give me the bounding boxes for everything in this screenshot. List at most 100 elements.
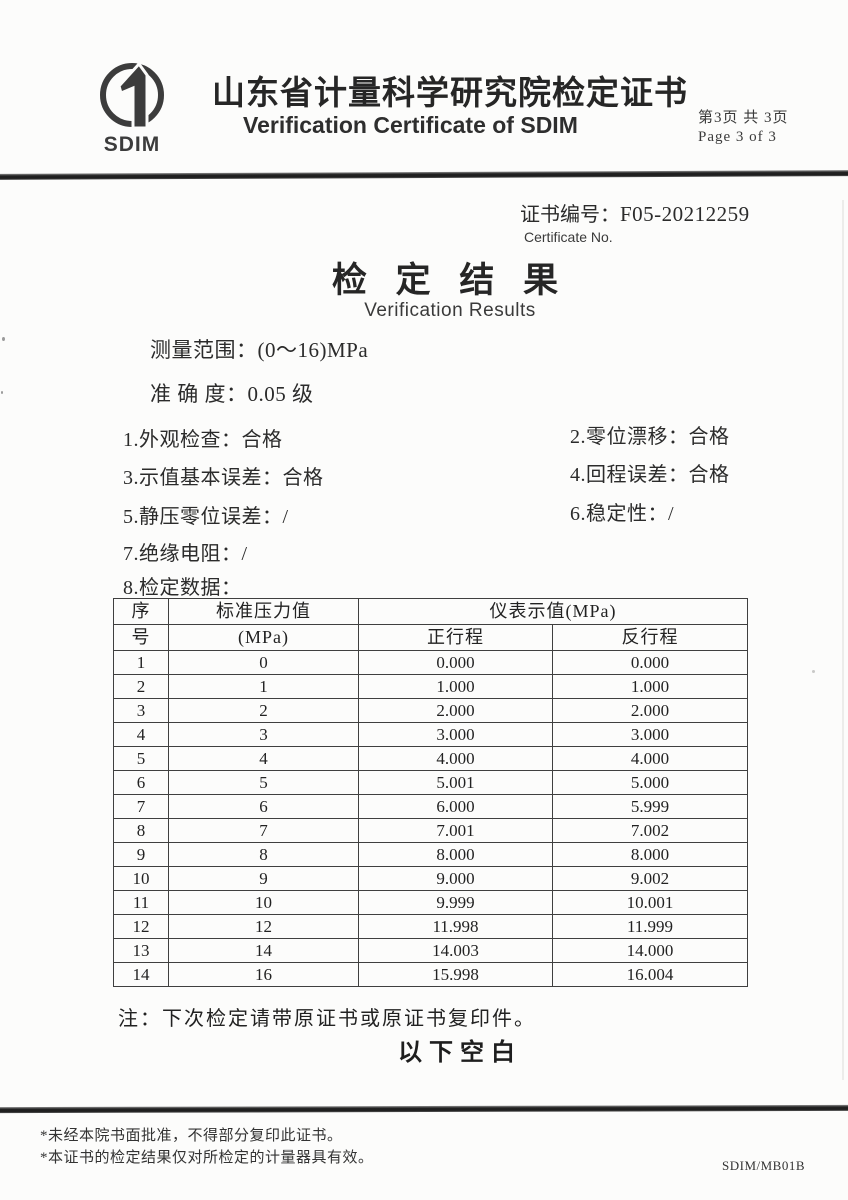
table-row: 12 12 11.998 11.999: [113, 914, 748, 939]
table-cell: 0.000: [358, 650, 553, 675]
table-cell: 4: [168, 746, 359, 771]
table-cell: 6: [113, 770, 169, 795]
results-title-cn: 检 定 结 果: [331, 261, 569, 300]
table-row: 8 7 7.001 7.002: [113, 818, 748, 843]
scan-speck: [812, 670, 815, 673]
result-item-static-zero-error: 5.静压零位误差：/: [123, 506, 289, 528]
header-backward-stroke: 反行程: [552, 624, 748, 651]
table-cell: 14: [113, 962, 169, 987]
result-item-zero-drift: 2.零位漂移：合格: [570, 426, 730, 448]
institute-title-en: Verification Certificate of SDIM: [243, 112, 578, 138]
table-row: 4 3 3.000 3.000: [113, 722, 748, 747]
table-cell: 4: [113, 722, 169, 747]
result-item-appearance: 1.外观检查：合格: [123, 429, 283, 451]
table-cell: 6.000: [358, 794, 553, 819]
table-cell: 10.001: [552, 890, 748, 915]
header-seq-top: 序: [113, 598, 169, 625]
table-cell: 2: [168, 698, 359, 723]
institute-title-cn: 山东省计量科学研究院检定证书: [212, 76, 688, 112]
table-cell: 1.000: [358, 674, 553, 699]
table-cell: 5: [168, 770, 359, 795]
result-item-stability: 6.稳定性：/: [570, 503, 675, 525]
table-row: 1 0 0.000 0.000: [113, 650, 748, 675]
header-forward-stroke: 正行程: [358, 624, 553, 651]
table-cell: 8: [168, 842, 359, 867]
sdim-logo: SDIM: [86, 60, 178, 157]
table-cell: 2: [113, 674, 169, 699]
table-cell: 13: [113, 938, 169, 963]
verification-table-header: 序 标准压力值 仪表示值(MPa) 号 (MPa) 正行程 反行程: [113, 598, 748, 651]
table-cell: 16: [168, 962, 359, 987]
table-row: 7 6 6.000 5.999: [113, 794, 748, 819]
footer-divider-rule: [0, 1104, 848, 1114]
table-cell: 0: [168, 650, 359, 675]
table-row: 14 16 15.998 16.004: [113, 962, 748, 987]
table-cell: 7.001: [358, 818, 553, 843]
table-cell: 3: [168, 722, 359, 747]
table-cell: 12: [113, 914, 169, 939]
table-row: 13 14 14.003 14.000: [113, 938, 748, 963]
table-cell: 2.000: [358, 698, 553, 723]
table-cell: 4.000: [552, 746, 748, 771]
result-item-hysteresis-error: 4.回程误差：合格: [570, 464, 730, 486]
table-cell: 9.002: [552, 866, 748, 891]
table-cell: 3.000: [552, 722, 748, 747]
accuracy-class-line: 准 确 度：0.05 级: [150, 382, 314, 406]
table-cell: 7: [168, 818, 359, 843]
table-cell: 9: [168, 866, 359, 891]
table-cell: 3: [113, 698, 169, 723]
header-standard-unit: (MPa): [168, 624, 359, 651]
table-cell: 12: [168, 914, 359, 939]
table-cell: 4.000: [358, 746, 553, 771]
table-cell: 5.999: [552, 794, 748, 819]
page-indicator-cn: 第3页 共 3页: [698, 110, 789, 126]
table-cell: 8.000: [358, 842, 553, 867]
table-header-row-1: 序 标准压力值 仪表示值(MPa): [113, 598, 748, 625]
table-cell: 8: [113, 818, 169, 843]
table-cell: 0.000: [552, 650, 748, 675]
sdim-logo-text: SDIM: [103, 133, 161, 156]
blank-below-marker: 以下空白: [398, 1040, 522, 1066]
header-instrument-indication: 仪表示值(MPa): [358, 598, 748, 625]
certificate-number-label-en: Certificate No.: [524, 229, 613, 245]
table-cell: 14: [168, 938, 359, 963]
table-cell: 14.003: [358, 938, 553, 963]
revalidation-note: 注：下次检定请带原证书或原证书复印件。: [118, 1008, 536, 1030]
table-cell: 7.002: [552, 818, 748, 843]
scan-edge-streak: [842, 200, 844, 1080]
table-row: 6 5 5.001 5.000: [113, 770, 748, 795]
header-divider-rule: [0, 170, 848, 180]
table-cell: 1: [113, 650, 169, 675]
scan-speck: [1, 391, 3, 394]
result-item-insulation-resistance: 7.绝缘电阻：/: [123, 543, 248, 565]
table-cell: 5.000: [552, 770, 748, 795]
certificate-number-value: F05-20212259: [620, 202, 750, 226]
table-cell: 11.999: [552, 914, 748, 939]
sdim-logo-icon: [100, 61, 164, 130]
result-item-verification-data: 8.检定数据：: [123, 577, 242, 599]
table-row: 3 2 2.000 2.000: [113, 698, 748, 723]
table-cell: 5.001: [358, 770, 553, 795]
table-header-row-2: 号 (MPa) 正行程 反行程: [113, 624, 748, 651]
table-cell: 9: [113, 842, 169, 867]
table-cell: 3.000: [358, 722, 553, 747]
header-seq-bottom: 号: [113, 624, 169, 651]
table-cell: 16.004: [552, 962, 748, 987]
verification-table-body: 1 0 0.000 0.000 2 1 1.000 1.000 3 2 2.000 2.000 4 3 3.…: [113, 650, 748, 987]
page-indicator-en: Page 3 of 3: [698, 129, 777, 145]
table-cell: 9.999: [358, 890, 553, 915]
table-cell: 6: [168, 794, 359, 819]
table-cell: 10: [168, 890, 359, 915]
table-cell: 5: [113, 746, 169, 771]
table-cell: 11: [113, 890, 169, 915]
footer-note-validity: *本证书的检定结果仅对所检定的计量器具有效。: [40, 1150, 374, 1166]
table-row: 2 1 1.000 1.000: [113, 674, 748, 699]
verification-data-table: 序 标准压力值 仪表示值(MPa) 号 (MPa) 正行程 反行程 1 0 0.00…: [113, 598, 748, 987]
scan-speck: [2, 337, 5, 341]
table-cell: 2.000: [552, 698, 748, 723]
footer-note-copy-restriction: *未经本院书面批准，不得部分复印此证书。: [40, 1128, 343, 1144]
table-cell: 1: [168, 674, 359, 699]
table-cell: 1.000: [552, 674, 748, 699]
table-cell: 7: [113, 794, 169, 819]
